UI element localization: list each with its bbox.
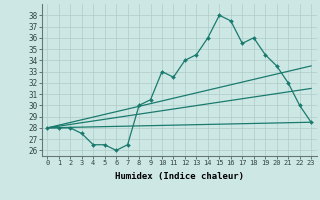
X-axis label: Humidex (Indice chaleur): Humidex (Indice chaleur) xyxy=(115,172,244,181)
